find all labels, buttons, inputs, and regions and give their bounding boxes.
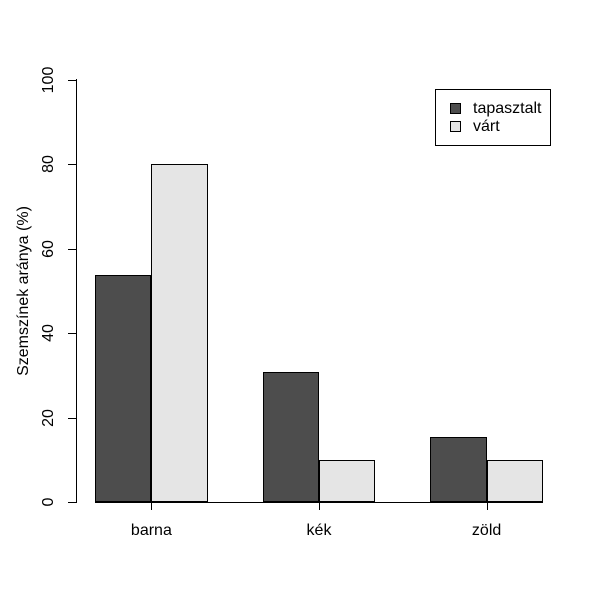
bar-kék-tapasztalt [262,372,319,502]
legend-row: várt [450,118,550,136]
y-tick-label: 40 [40,324,57,342]
x-category-label: zöld [471,522,502,539]
y-tick [68,79,76,81]
y-axis-line [76,79,77,503]
y-tick-label: 80 [40,155,57,173]
legend: tapasztalt várt [435,89,551,146]
bar-barna-tapasztalt [95,275,152,502]
x-category-label: kék [306,522,332,539]
x-tick [319,502,320,510]
bar-kék-várt [319,460,376,502]
y-tick [68,502,76,503]
y-tick-label: 100 [40,66,57,93]
bar-zöld-várt [486,460,543,502]
bar-zöld-tapasztalt [430,437,487,502]
y-tick-label: 0 [40,497,57,507]
legend-label: várt [473,117,500,135]
y-tick [68,248,76,250]
y-axis-title: Szemszínek aránya (%) [15,206,32,376]
y-tick-label: 60 [40,239,57,258]
legend-items: tapasztalt várt [450,100,550,136]
x-category-label: barna [130,522,172,539]
bar-barna-várt [151,164,208,502]
legend-swatch-icon [450,121,461,132]
y-tick [68,417,76,419]
y-tick [68,164,76,165]
legend-row: tapasztalt [450,100,550,118]
legend-label: tapasztalt [473,99,542,117]
legend-swatch-icon [450,103,461,114]
y-tick-label: 20 [40,408,57,427]
x-tick [151,502,153,510]
y-tick [68,333,76,334]
x-tick [486,502,488,510]
